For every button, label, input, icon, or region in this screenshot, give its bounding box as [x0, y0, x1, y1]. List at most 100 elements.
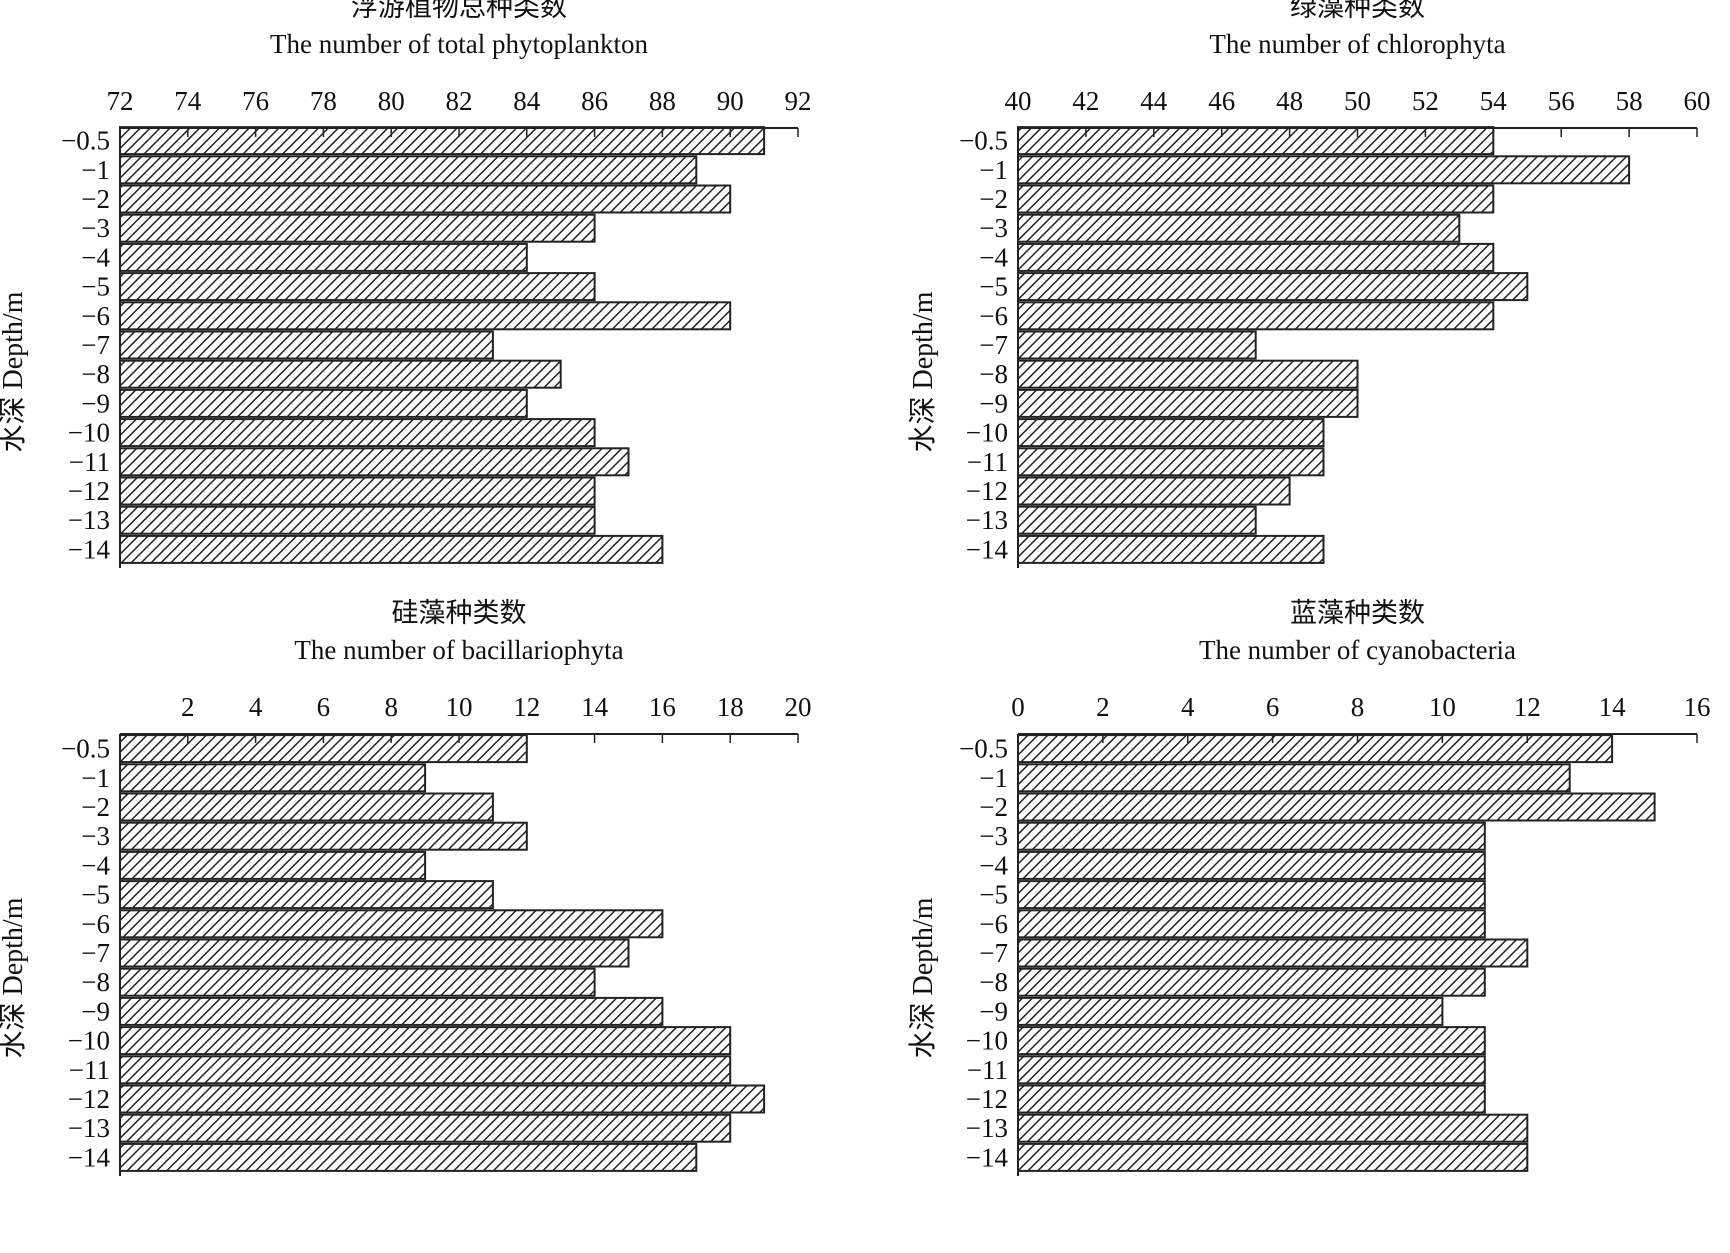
bar-depth-4: [1017, 213, 1461, 243]
x-tick-label: 18: [717, 692, 744, 722]
bar-depth-12: [1017, 1055, 1486, 1085]
bar-depth-12: [119, 447, 630, 477]
bar-depth-13: [119, 476, 596, 506]
x-tick-label: 80: [378, 86, 405, 116]
y-tick-label: −7: [81, 938, 110, 968]
bar-depth-11: [1017, 418, 1325, 448]
x-tick-label: 78: [310, 86, 337, 116]
y-tick-label: −13: [68, 1113, 110, 1143]
x-tick-label: 92: [785, 86, 812, 116]
y-tick-label: −6: [979, 909, 1008, 939]
y-tick-label: −1: [81, 155, 110, 185]
bar-depth-2: [119, 155, 698, 185]
y-tick-label: −7: [979, 330, 1008, 360]
bar-depth-3: [1017, 184, 1495, 214]
y-tick-label: −6: [81, 909, 110, 939]
x-tick-label: 86: [581, 86, 608, 116]
bar-depth-9: [119, 967, 596, 997]
y-tick-label: −10: [68, 1026, 110, 1056]
bar-depth-15: [1017, 534, 1325, 564]
y-tick-label: −14: [966, 534, 1009, 564]
bar-depth-13: [1017, 1084, 1486, 1114]
bar-depth-5: [1017, 242, 1495, 272]
bar-depth-8: [1017, 938, 1529, 968]
y-tick-label: −11: [69, 1055, 110, 1085]
x-tick-label: 46: [1208, 86, 1235, 116]
bar-depth-3: [119, 792, 494, 822]
y-tick-label: −9: [81, 996, 110, 1026]
x-tick-label: 8: [384, 692, 398, 722]
y-tick-label: −0.5: [61, 126, 110, 156]
x-tick-label: 2: [1096, 692, 1110, 722]
x-tick-label: 10: [1429, 692, 1456, 722]
bar-depth-15: [119, 1142, 698, 1172]
bar-depth-14: [119, 505, 596, 535]
x-tick-label: 74: [174, 86, 202, 116]
bar-depth-1: [1017, 126, 1495, 156]
bar-depth-6: [1017, 272, 1529, 302]
x-tick-label: 88: [649, 86, 676, 116]
y-tick-label: −6: [979, 301, 1008, 331]
y-tick-label: −10: [966, 418, 1008, 448]
bar-depth-5: [119, 850, 427, 880]
y-tick-label: −9: [979, 996, 1008, 1026]
y-tick-label: −0.5: [959, 126, 1008, 156]
bar-depth-8: [119, 938, 630, 968]
bar-depth-2: [1017, 763, 1571, 793]
chart-panel-4: 蓝藻种类数 The number of cyanobacteria 0 2 4 6 8 10 1…: [907, 598, 1711, 1176]
y-axis-title: 水深 Depth/m: [907, 291, 939, 452]
y-axis-title: 水深 Depth/m: [907, 897, 939, 1058]
x-tick-label: 4: [1181, 692, 1195, 722]
y-tick-label: −13: [966, 1113, 1008, 1143]
y-tick-label: −10: [68, 418, 110, 448]
y-tick-label: −2: [979, 184, 1008, 214]
y-tick-label: −8: [979, 359, 1008, 389]
y-tick-label: −3: [81, 821, 110, 851]
x-tick-label: 0: [1011, 692, 1025, 722]
x-tick-label: 12: [513, 692, 540, 722]
x-tick-label: 48: [1276, 86, 1303, 116]
y-tick-label: −1: [979, 763, 1008, 793]
bar-depth-10: [1017, 388, 1359, 418]
bar-depth-3: [119, 184, 732, 214]
bar-depth-9: [1017, 967, 1486, 997]
y-tick-label: −1: [979, 155, 1008, 185]
y-tick-label: −9: [979, 388, 1008, 418]
bar-depth-13: [1017, 476, 1291, 506]
chart-title-en: The number of chlorophyta: [1209, 29, 1505, 59]
x-tick-label: 76: [242, 86, 269, 116]
y-tick-label: −2: [81, 184, 110, 214]
x-tick-label: 16: [1684, 692, 1711, 722]
y-tick-label: −11: [967, 1055, 1008, 1085]
y-tick-label: −1: [81, 763, 110, 793]
x-tick-label: 12: [1514, 692, 1541, 722]
y-tick-label: −13: [68, 505, 110, 535]
bar-depth-5: [1017, 850, 1486, 880]
bar-depth-2: [1017, 155, 1631, 185]
y-tick-label: −12: [966, 476, 1008, 506]
y-tick-label: −6: [81, 301, 110, 331]
y-tick-label: −8: [81, 359, 110, 389]
x-tick-label: 52: [1412, 86, 1439, 116]
bar-depth-7: [1017, 301, 1495, 331]
x-tick-label: 82: [446, 86, 473, 116]
y-tick-label: −7: [81, 330, 110, 360]
chart-title-cn: 硅藻种类数: [392, 598, 527, 629]
y-tick-label: −11: [967, 447, 1008, 477]
x-tick-label: 90: [717, 86, 744, 116]
x-tick-label: 54: [1480, 86, 1508, 116]
bar-depth-5: [119, 242, 528, 272]
bar-depth-6: [119, 880, 494, 910]
bar-depth-11: [1017, 1026, 1486, 1056]
y-tick-label: −10: [966, 1026, 1008, 1056]
y-tick-label: −7: [979, 938, 1008, 968]
bar-depth-13: [119, 1084, 766, 1114]
chart-panel-3: 硅藻种类数 The number of bacillariophyta 2 4 6 8 10…: [0, 598, 812, 1176]
bar-depth-15: [1017, 1142, 1529, 1172]
x-tick-label: 72: [107, 86, 134, 116]
x-tick-label: 44: [1140, 86, 1168, 116]
bar-depth-11: [119, 1026, 732, 1056]
y-tick-label: −4: [979, 850, 1008, 880]
y-tick-label: −8: [979, 967, 1008, 997]
bar-depth-2: [119, 763, 427, 793]
